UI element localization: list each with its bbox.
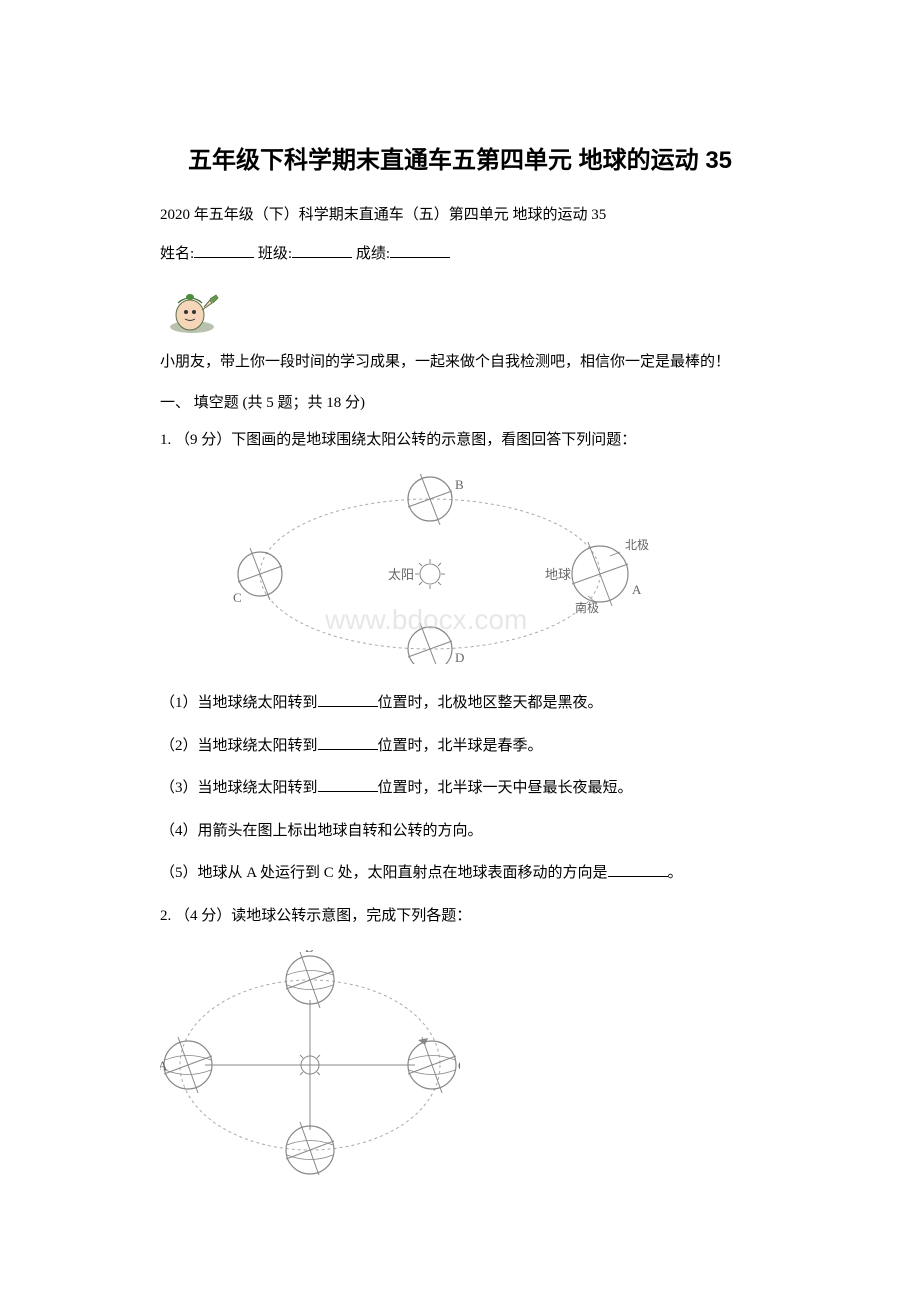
q1-sub3: （3）当地球绕太阳转到位置时，北半球一天中昼最长夜最短。: [130, 774, 790, 803]
page-title: 五年级下科学期末直通车五第四单元 地球的运动 35: [130, 140, 790, 175]
subtitle: 2020 年五年级（下）科学期末直通车（五）第四单元 地球的运动 35: [130, 203, 790, 224]
name-blank: [194, 242, 254, 258]
label-a: A: [632, 582, 642, 597]
north-pole-label: 北极: [625, 538, 649, 552]
label-a2: A: [160, 1058, 168, 1073]
question-1-stem: 1. （9 分）下图画的是地球围绕太阳公转的示意图，看图回答下列问题：: [130, 426, 790, 455]
class-blank: [292, 242, 352, 258]
q1-sub5: （5）地球从 A 处运行到 C 处，太阳直射点在地球表面移动的方向是。: [130, 859, 790, 888]
label-b2: B: [305, 950, 314, 955]
earth-label: 地球: [545, 567, 571, 582]
q1-sub4: （4）用箭头在图上标出地球自转和公转的方向。: [130, 817, 790, 846]
label-d2: D: [305, 1173, 314, 1175]
question-2-stem: 2. （4 分）读地球公转示意图，完成下列各题：: [130, 902, 790, 931]
name-label: 姓名:: [160, 246, 194, 262]
label-d: D: [455, 650, 464, 664]
intro-text: 小朋友，带上你一段时间的学习成果，一起来做个自我检测吧，相信你一定是最棒的！: [130, 348, 790, 377]
diagram-1: 太阳 B C D: [230, 474, 790, 669]
sun-label: 太阳: [388, 567, 414, 582]
mascot-icon: [160, 275, 790, 340]
diagram-2: B A C: [160, 950, 790, 1180]
label-c: C: [233, 590, 242, 605]
class-label: 班级:: [258, 246, 292, 262]
label-b: B: [455, 477, 464, 492]
south-pole-label: 南极: [575, 600, 599, 615]
info-line: 姓名: 班级: 成绩:: [130, 242, 790, 263]
q1-sub2: （2）当地球绕太阳转到位置时，北半球是春季。: [130, 732, 790, 761]
label-c2: C: [458, 1058, 460, 1073]
score-label: 成绩:: [356, 246, 390, 262]
q1-sub1: （1）当地球绕太阳转到位置时，北极地区整天都是黑夜。: [130, 689, 790, 718]
watermark: www.bdocx.com: [324, 604, 527, 635]
section-header: 一、 填空题 (共 5 题；共 18 分): [130, 391, 790, 412]
score-blank: [390, 242, 450, 258]
